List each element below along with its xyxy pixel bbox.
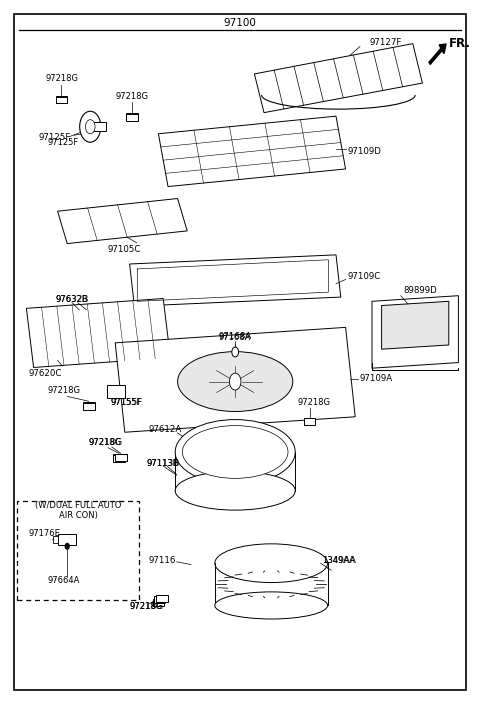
Text: 97218G: 97218G <box>115 92 148 101</box>
Bar <box>83 403 95 410</box>
Text: 97612A: 97612A <box>149 425 182 434</box>
Bar <box>113 454 125 461</box>
Bar <box>156 595 168 602</box>
Text: 97218G: 97218G <box>130 603 164 611</box>
Ellipse shape <box>178 351 293 411</box>
Bar <box>17 501 139 600</box>
Bar <box>56 96 67 103</box>
Text: FR.: FR. <box>449 37 471 50</box>
Polygon shape <box>58 199 187 244</box>
Text: 97218G: 97218G <box>48 386 81 395</box>
Bar <box>154 596 165 603</box>
Text: 97168A: 97168A <box>218 332 252 341</box>
Text: 1349AA: 1349AA <box>322 556 354 565</box>
Text: 97632B: 97632B <box>55 296 88 304</box>
Text: 97664A: 97664A <box>48 577 80 585</box>
Bar <box>304 417 315 425</box>
Bar <box>153 599 164 606</box>
Text: 97100: 97100 <box>224 18 256 28</box>
Text: (W/DUAL FULL AUTO
AIR CON): (W/DUAL FULL AUTO AIR CON) <box>35 501 121 520</box>
Text: 97155F: 97155F <box>110 398 143 407</box>
Bar <box>115 454 127 461</box>
Circle shape <box>229 373 241 390</box>
Ellipse shape <box>175 471 295 510</box>
Bar <box>92 122 106 131</box>
Text: 97176E: 97176E <box>29 529 60 538</box>
Text: 97109C: 97109C <box>348 272 381 281</box>
Text: 97113B: 97113B <box>146 459 179 467</box>
Text: 97125F: 97125F <box>38 134 71 142</box>
Bar <box>113 455 125 462</box>
Circle shape <box>65 543 69 549</box>
FancyBboxPatch shape <box>58 534 76 545</box>
Text: 97632B: 97632B <box>55 296 89 304</box>
Text: 97155F: 97155F <box>110 398 142 407</box>
Text: 97109D: 97109D <box>348 147 382 156</box>
Polygon shape <box>26 298 170 367</box>
Bar <box>83 402 95 409</box>
Text: 97218G: 97218G <box>89 438 122 446</box>
Polygon shape <box>158 116 346 187</box>
Text: 97168A: 97168A <box>218 334 251 342</box>
Text: 97127F: 97127F <box>370 38 402 46</box>
Text: 97116: 97116 <box>149 556 176 565</box>
Polygon shape <box>372 296 458 368</box>
Text: 89899D: 89899D <box>403 286 437 294</box>
Text: 97113B: 97113B <box>146 459 180 467</box>
Text: 97218G: 97218G <box>89 438 123 446</box>
Circle shape <box>85 120 95 134</box>
Text: 97620C: 97620C <box>29 369 62 377</box>
Bar <box>304 418 315 425</box>
Text: 97105C: 97105C <box>108 246 142 254</box>
FancyArrow shape <box>429 44 446 65</box>
Bar <box>126 114 138 121</box>
Polygon shape <box>130 255 341 306</box>
Text: 97218G: 97218G <box>298 398 331 407</box>
Text: 97109A: 97109A <box>360 375 393 383</box>
Polygon shape <box>382 301 449 349</box>
Bar <box>56 96 67 103</box>
Ellipse shape <box>215 592 327 619</box>
Text: 97218G: 97218G <box>46 75 79 83</box>
Ellipse shape <box>175 420 295 484</box>
Polygon shape <box>115 327 355 432</box>
Bar <box>107 385 125 398</box>
Polygon shape <box>254 44 422 113</box>
Ellipse shape <box>182 425 288 479</box>
Bar <box>126 113 138 120</box>
Bar <box>53 536 58 543</box>
Circle shape <box>80 111 101 142</box>
Circle shape <box>232 347 239 357</box>
Text: 97218G: 97218G <box>130 603 163 611</box>
Text: 1349AA: 1349AA <box>322 556 356 565</box>
Text: 97125F: 97125F <box>48 138 79 146</box>
Ellipse shape <box>215 543 327 583</box>
